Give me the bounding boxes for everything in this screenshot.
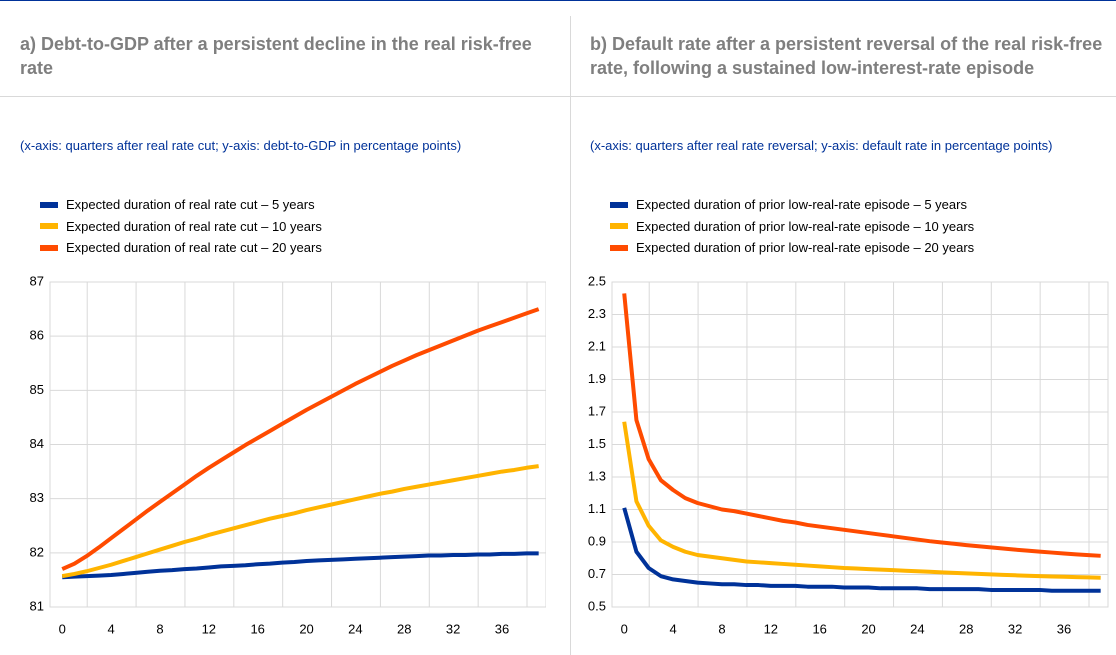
y-tick-label: 82 bbox=[30, 544, 44, 559]
legend-swatch bbox=[610, 223, 628, 230]
x-tick-label: 28 bbox=[959, 621, 973, 636]
legend-item: Expected duration of prior low-real-rate… bbox=[610, 194, 974, 216]
series-line bbox=[622, 421, 1101, 580]
legend-label: Expected duration of real rate cut – 10 … bbox=[66, 218, 322, 234]
legend-item: Expected duration of real rate cut – 20 … bbox=[40, 237, 322, 259]
x-tick-label: 32 bbox=[446, 621, 460, 636]
title-rule bbox=[0, 96, 1116, 97]
legend-label: Expected duration of real rate cut – 5 y… bbox=[66, 197, 315, 213]
x-tick-label: 8 bbox=[718, 621, 725, 636]
chart-subtitle: (x-axis: quarters after real rate revers… bbox=[590, 138, 1053, 153]
y-tick-label: 1.1 bbox=[588, 501, 606, 516]
plot: 81 82 83 84 85 86 87 0 4 8 12 16 20 24 28 32 36 bbox=[30, 273, 546, 636]
series-line bbox=[622, 507, 1101, 593]
x-tick-label: 20 bbox=[861, 621, 875, 636]
chart-panel: a) Debt-to-GDP after a persistent declin… bbox=[0, 0, 546, 655]
x-tick-label: 24 bbox=[348, 621, 362, 636]
x-tick-label: 12 bbox=[764, 621, 778, 636]
x-tick-label: 12 bbox=[202, 621, 216, 636]
legend-swatch bbox=[610, 201, 628, 208]
legend-swatch bbox=[40, 223, 58, 230]
legend-label: Expected duration of real rate cut – 20 … bbox=[66, 240, 322, 256]
legend-label: Expected duration of prior low-real-rate… bbox=[636, 218, 975, 234]
x-tick-label: 8 bbox=[156, 621, 163, 636]
panel-divider bbox=[570, 16, 571, 655]
legend: Expected duration of prior low-real-rate… bbox=[610, 194, 974, 259]
y-tick-label: 87 bbox=[30, 273, 44, 288]
y-tick-label: 2.1 bbox=[588, 338, 606, 353]
legend: Expected duration of real rate cut – 5 y… bbox=[40, 194, 322, 259]
chart-title: a) Debt-to-GDP after a persistent declin… bbox=[20, 34, 532, 78]
y-tick-label: 1.3 bbox=[588, 468, 606, 483]
series-line bbox=[61, 464, 539, 579]
chart-subtitle: (x-axis: quarters after real rate cut; y… bbox=[20, 138, 462, 153]
x-tick-label: 4 bbox=[107, 621, 114, 636]
legend-label: Expected duration of prior low-real-rate… bbox=[636, 197, 967, 213]
legend-swatch bbox=[40, 201, 58, 208]
legend-item: Expected duration of prior low-real-rate… bbox=[610, 216, 974, 238]
y-tick-label: 0.5 bbox=[588, 598, 606, 613]
legend-item: Expected duration of prior low-real-rate… bbox=[610, 237, 974, 259]
y-tick-label: 86 bbox=[30, 328, 44, 343]
legend-swatch bbox=[40, 244, 58, 251]
y-tick-label: 0.9 bbox=[588, 533, 606, 548]
x-tick-label: 24 bbox=[910, 621, 924, 636]
x-tick-label: 32 bbox=[1008, 621, 1022, 636]
x-tick-label: 0 bbox=[621, 621, 628, 636]
x-tick-label: 16 bbox=[250, 621, 264, 636]
x-tick-label: 0 bbox=[59, 621, 66, 636]
plot: 0.5 0.7 0.9 1.1 1.3 1.5 1.7 1.9 2.1 2.3 2.5 0 4 8 12 16… bbox=[588, 273, 1109, 636]
x-tick-label: 4 bbox=[669, 621, 676, 636]
chart-title: b) Default rate after a persistent rever… bbox=[590, 34, 1103, 78]
series-line bbox=[61, 307, 540, 571]
x-tick-label: 36 bbox=[1057, 621, 1071, 636]
series-line bbox=[622, 293, 1101, 558]
y-tick-label: 84 bbox=[30, 436, 44, 451]
x-tick-label: 28 bbox=[397, 621, 411, 636]
legend-item: Expected duration of real rate cut – 5 y… bbox=[40, 194, 322, 216]
y-tick-label: 2.3 bbox=[588, 306, 606, 321]
x-tick-label: 16 bbox=[812, 621, 826, 636]
y-tick-label: 85 bbox=[30, 382, 44, 397]
x-tick-label: 36 bbox=[495, 621, 509, 636]
x-tick-label: 20 bbox=[299, 621, 313, 636]
legend-item: Expected duration of real rate cut – 10 … bbox=[40, 216, 322, 238]
legend-label: Expected duration of prior low-real-rate… bbox=[636, 240, 975, 256]
legend-swatch bbox=[610, 244, 628, 251]
series-line bbox=[62, 551, 539, 580]
y-tick-label: 1.9 bbox=[588, 371, 606, 386]
y-tick-label: 83 bbox=[30, 490, 44, 505]
y-tick-label: 0.7 bbox=[588, 566, 606, 581]
top-rule bbox=[0, 0, 1116, 1]
y-tick-label: 1.7 bbox=[588, 403, 606, 418]
chart-panel: b) Default rate after a persistent rever… bbox=[570, 0, 1116, 655]
y-tick-label: 2.5 bbox=[588, 273, 606, 288]
y-tick-label: 1.5 bbox=[588, 436, 606, 451]
y-tick-label: 81 bbox=[30, 598, 44, 613]
